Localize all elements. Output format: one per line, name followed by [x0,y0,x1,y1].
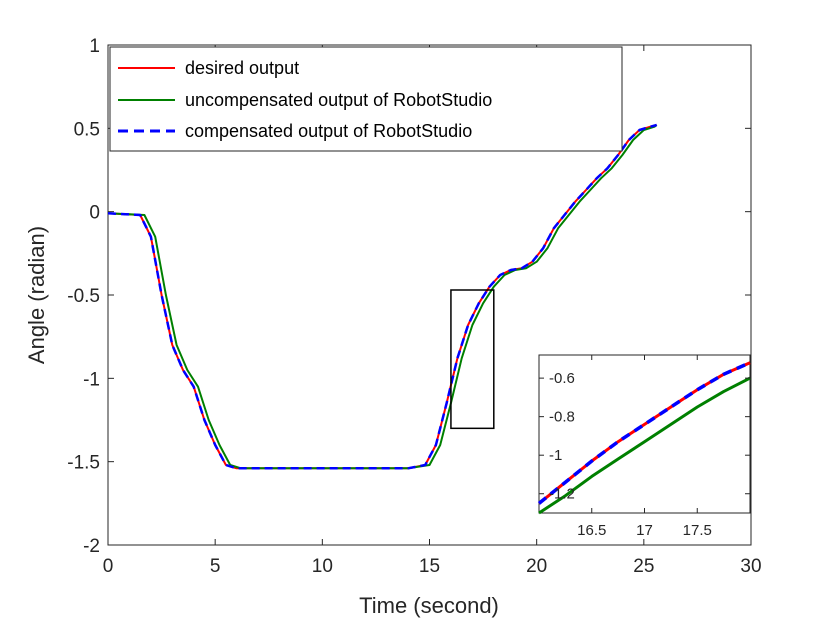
legend: desired output uncompensated output of R… [109,46,623,152]
y-tick-label: 0.5 [74,119,100,140]
inset-series-line-uncompensated [538,376,751,515]
x-tick-label: 10 [312,556,333,577]
y-tick-label: -1 [83,369,100,390]
inset-x-tick-label: 16.5 [577,522,606,539]
y-tick-label: 0 [89,203,100,224]
legend-label-desired: desired output [185,58,299,78]
x-tick-label: 15 [419,556,440,577]
series-line-uncompensated [107,124,658,470]
x-tick-label: 20 [526,556,547,577]
inset-x-tick-label: 17.5 [683,522,712,539]
inset-y-tick-label: -0.8 [549,409,575,426]
inset-series [537,361,751,515]
y-tick-label: 1 [89,36,100,57]
x-tick-label: 25 [633,556,654,577]
y-tick-label: -2 [83,536,100,557]
main-series [107,123,658,470]
inset-y-tick-label: -1.2 [549,486,575,503]
inset-axes: 16.5 17 17.5 -0.6 -0.8 -1 -1.2 [537,354,751,539]
series-line-compensated [107,123,658,470]
inset-y-tick-label: -0.6 [549,370,575,387]
inset-y-tick-label: -1 [549,447,562,464]
x-tick-label: 0 [103,556,114,577]
legend-label-uncompensated: uncompensated output of RobotStudio [185,90,492,110]
y-tick-label: -0.5 [67,286,100,307]
x-tick-label: 5 [210,556,221,577]
x-tick-label: 30 [740,556,761,577]
inset-x-tick-label: 17 [636,522,653,539]
inset-series-line-compensated [537,361,751,505]
inset-ticks: 16.5 17 17.5 -0.6 -0.8 -1 -1.2 [539,355,750,539]
main-ticks: 0 5 10 15 20 25 30 -2 -1.5 -1 -0.5 0 0.5 1 [67,36,761,577]
x-axis-label: Time (second) [359,593,499,618]
zoom-box [450,289,495,430]
y-axis-label: Angle (radian) [24,226,49,364]
y-tick-label: -1.5 [67,453,100,474]
legend-box [109,46,623,152]
legend-label-compensated: compensated output of RobotStudio [185,121,472,141]
